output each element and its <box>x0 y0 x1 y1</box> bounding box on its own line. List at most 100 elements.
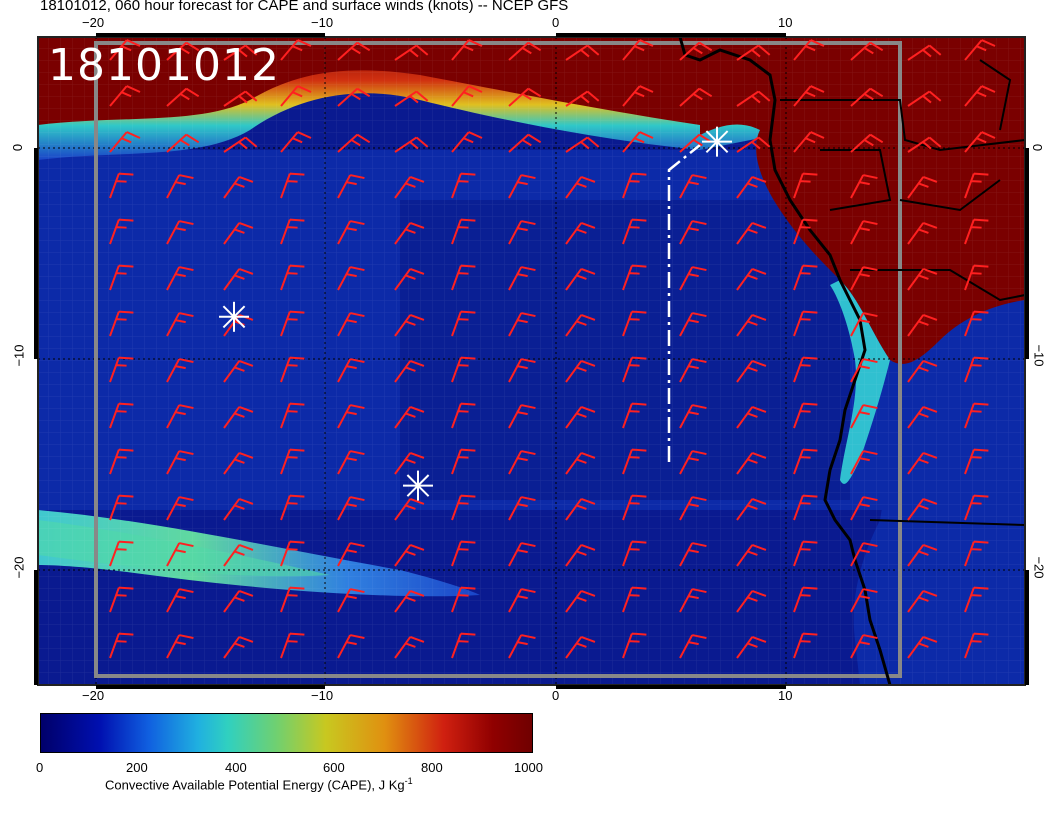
wind-barb <box>964 632 989 659</box>
wind-barb <box>907 406 938 429</box>
wind-barb <box>622 172 647 199</box>
wind-barb <box>394 176 425 199</box>
wind-barb <box>394 222 425 245</box>
wind-barb <box>565 136 600 153</box>
wind-barb <box>679 220 707 245</box>
wind-barb <box>337 542 365 567</box>
lon-tick-bottom: 0 <box>552 688 560 703</box>
wind-barb <box>850 450 878 475</box>
wind-barb <box>679 542 707 567</box>
wind-barb <box>622 310 647 337</box>
wind-barb <box>166 266 194 291</box>
wind-barb <box>850 312 878 337</box>
wind-barb <box>679 496 707 521</box>
wind-barb <box>280 39 312 61</box>
wind-barb <box>850 496 878 521</box>
wind-barb <box>622 586 647 613</box>
wind-barb <box>109 131 141 153</box>
wind-barb <box>907 590 938 613</box>
colorbar-tick: 0 <box>36 760 44 775</box>
wind-barb <box>508 588 536 613</box>
wind-barb <box>451 85 483 107</box>
wind-barb <box>223 268 254 291</box>
wind-barb <box>337 266 365 291</box>
wind-barb <box>907 268 938 291</box>
wind-barb <box>394 136 429 153</box>
wind-barb <box>166 312 194 337</box>
wind-barb <box>109 172 134 199</box>
wind-barb <box>109 356 134 383</box>
wind-barb <box>964 356 989 383</box>
wind-barb <box>394 360 425 383</box>
wind-barb <box>109 264 134 291</box>
lon-tick-bottom: −20 <box>82 688 105 703</box>
wind-barb <box>337 634 365 659</box>
wind-barb <box>337 41 371 61</box>
wind-barb <box>565 636 596 659</box>
wind-barb <box>679 312 707 337</box>
wind-barb <box>451 310 476 337</box>
wind-barb <box>508 404 536 429</box>
chart-title: 18101012, 060 hour forecast for CAPE and… <box>40 0 569 14</box>
wind-barb <box>565 406 596 429</box>
wind-barb <box>964 402 989 429</box>
wind-barb <box>850 220 878 245</box>
wind-barb <box>166 358 194 383</box>
wind-barb <box>166 404 194 429</box>
wind-barb <box>622 494 647 521</box>
wind-barb <box>337 87 371 107</box>
wind-barb <box>736 360 767 383</box>
wind-barb <box>109 632 134 659</box>
lon-tick-top: 0 <box>552 15 560 30</box>
wind-barb <box>223 544 254 567</box>
colorbar-label: Convective Available Potential Energy (C… <box>105 776 413 793</box>
wind-barb <box>223 498 254 521</box>
wind-barb <box>223 452 254 475</box>
wind-barb <box>736 90 771 107</box>
wind-barb <box>451 39 483 61</box>
star-marker <box>219 301 249 332</box>
wind-barb <box>622 218 647 245</box>
wind-barb <box>907 222 938 245</box>
wind-barb <box>736 268 767 291</box>
wind-barb <box>736 314 767 337</box>
lat-tick-left: −20 <box>11 556 27 579</box>
wind-barb <box>394 44 429 61</box>
wind-barb <box>964 39 996 61</box>
wind-barb <box>451 632 476 659</box>
wind-barb <box>508 358 536 383</box>
frame-alternating-bars <box>34 33 1029 689</box>
wind-barb <box>793 172 818 199</box>
colorbar-tick: 800 <box>421 760 443 775</box>
wind-barb <box>793 218 818 245</box>
wind-barb <box>907 90 942 107</box>
wind-barb <box>109 586 134 613</box>
wind-barb <box>793 39 825 61</box>
wind-barb <box>964 131 996 153</box>
wind-barb <box>736 406 767 429</box>
wind-barb <box>964 310 989 337</box>
wind-barb <box>850 87 884 107</box>
wind-barb <box>223 176 254 199</box>
wind-barb <box>337 404 365 429</box>
wind-barb <box>508 87 542 107</box>
wind-barb <box>109 540 134 567</box>
wind-barb <box>679 41 713 61</box>
wind-barb <box>337 358 365 383</box>
wind-barb <box>793 448 818 475</box>
wind-barb <box>622 632 647 659</box>
wind-barb <box>964 218 989 245</box>
wind-barb <box>565 452 596 475</box>
wind-barb <box>565 590 596 613</box>
wind-barb <box>109 310 134 337</box>
lat-tick-right: −20 <box>1031 556 1047 579</box>
colorbar <box>40 713 533 753</box>
wind-barb <box>964 494 989 521</box>
wind-barb <box>907 314 938 337</box>
wind-barb <box>907 452 938 475</box>
wind-barb <box>166 174 194 199</box>
wind-barb <box>964 264 989 291</box>
wind-barb <box>166 542 194 567</box>
wind-barb <box>736 636 767 659</box>
